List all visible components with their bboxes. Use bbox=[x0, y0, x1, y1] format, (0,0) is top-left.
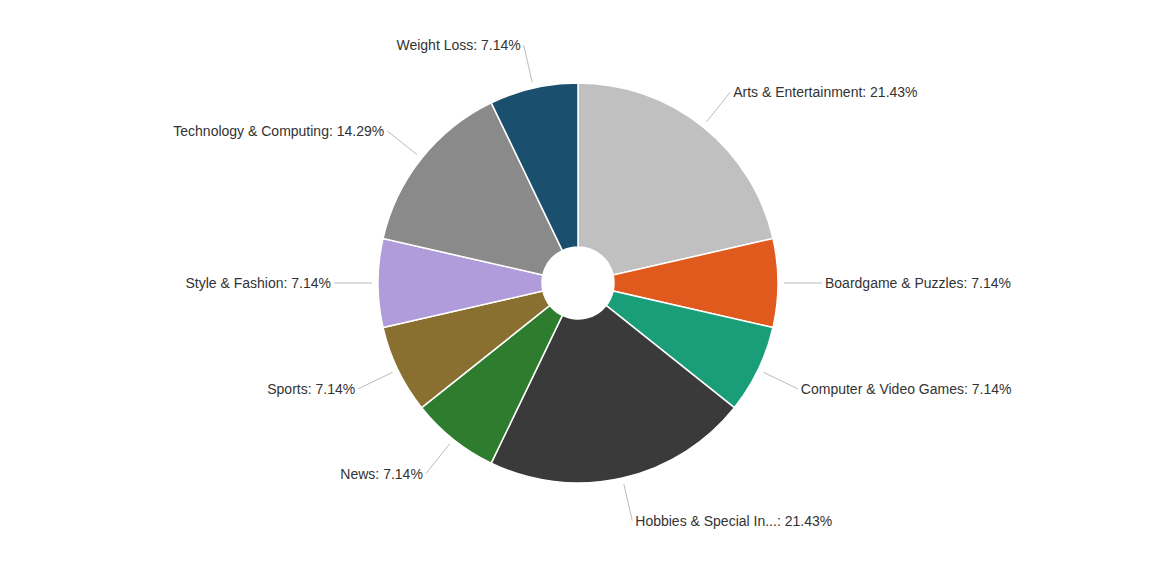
svg-text:Boardgame & Puzzles: 7.14%: Boardgame & Puzzles: 7.14% bbox=[825, 275, 1011, 291]
svg-text:Computer & Video Games: 7.14%: Computer & Video Games: 7.14% bbox=[801, 381, 1012, 397]
svg-text:Technology & Computing: 14.29%: Technology & Computing: 14.29% bbox=[173, 123, 384, 139]
svg-text:Arts & Entertainment: 21.43%: Arts & Entertainment: 21.43% bbox=[733, 84, 917, 100]
svg-text:Weight Loss: 7.14%: Weight Loss: 7.14% bbox=[396, 37, 520, 53]
svg-text:Style & Fashion: 7.14%: Style & Fashion: 7.14% bbox=[185, 275, 331, 291]
svg-text:News: 7.14%: News: 7.14% bbox=[340, 466, 422, 482]
svg-text:Hobbies & Special In...: 21.43: Hobbies & Special In...: 21.43% bbox=[635, 513, 832, 529]
svg-text:Sports: 7.14%: Sports: 7.14% bbox=[267, 381, 355, 397]
